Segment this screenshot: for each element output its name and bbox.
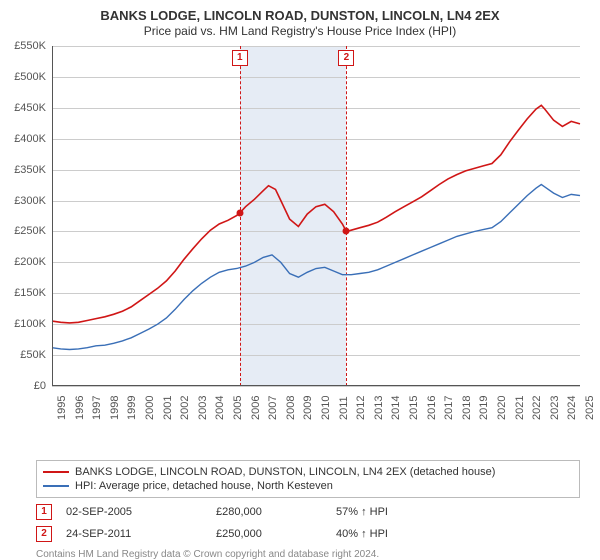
x-tick-label: 2001 [162, 396, 174, 420]
x-tick-label: 2022 [531, 396, 543, 420]
attribution-line1: Contains HM Land Registry data © Crown c… [36, 548, 580, 560]
series-line-hpi [52, 185, 580, 350]
x-tick-label: 2024 [566, 396, 578, 420]
attribution: Contains HM Land Registry data © Crown c… [36, 548, 580, 560]
y-tick-label: £300K [14, 195, 46, 207]
y-tick-label: £500K [14, 71, 46, 83]
x-tick-label: 2020 [496, 396, 508, 420]
legend: BANKS LODGE, LINCOLN ROAD, DUNSTON, LINC… [36, 460, 580, 498]
x-tick-label: 1997 [91, 396, 103, 420]
bottom-block: BANKS LODGE, LINCOLN ROAD, DUNSTON, LINC… [36, 460, 580, 560]
y-tick-label: £250K [14, 225, 46, 237]
x-tick-label: 2000 [144, 396, 156, 420]
x-tick-label: 1996 [74, 396, 86, 420]
x-tick-label: 2023 [549, 396, 561, 420]
x-tick-label: 1995 [56, 396, 68, 420]
x-tick-label: 1999 [126, 396, 138, 420]
plot-area: 12 [52, 46, 580, 386]
line-layer [52, 46, 580, 386]
x-tick-label: 2015 [408, 396, 420, 420]
legend-label: HPI: Average price, detached house, Nort… [75, 480, 333, 492]
y-tick-label: £100K [14, 318, 46, 330]
transaction-price: £280,000 [216, 506, 336, 518]
x-tick-label: 2006 [250, 396, 262, 420]
y-tick-label: £350K [14, 164, 46, 176]
transaction-marker: 2 [36, 526, 52, 542]
x-tick-label: 2025 [584, 396, 596, 420]
y-tick-label: £200K [14, 256, 46, 268]
y-tick-label: £50K [20, 349, 46, 361]
x-tick-label: 2003 [197, 396, 209, 420]
legend-row: BANKS LODGE, LINCOLN ROAD, DUNSTON, LINC… [43, 465, 573, 479]
y-axis-labels: £0£50K£100K£150K£200K£250K£300K£350K£400… [0, 46, 50, 386]
page-title: BANKS LODGE, LINCOLN ROAD, DUNSTON, LINC… [0, 8, 600, 24]
transaction-hpi: 40% ↑ HPI [336, 528, 388, 540]
transaction-hpi: 57% ↑ HPI [336, 506, 388, 518]
transaction-price: £250,000 [216, 528, 336, 540]
transaction-date: 02-SEP-2005 [66, 506, 216, 518]
x-tick-label: 2019 [478, 396, 490, 420]
legend-label: BANKS LODGE, LINCOLN ROAD, DUNSTON, LINC… [75, 466, 495, 478]
title-block: BANKS LODGE, LINCOLN ROAD, DUNSTON, LINC… [0, 0, 600, 39]
x-tick-label: 2008 [285, 396, 297, 420]
gridline [52, 386, 580, 387]
chart: £0 £50K £100K £150K £200K £250K £300K £350K £400… [0, 46, 600, 426]
y-tick-label: £550K [14, 40, 46, 52]
legend-swatch [43, 471, 69, 473]
x-tick-label: 2004 [214, 396, 226, 420]
y-tick-label: £450K [14, 102, 46, 114]
x-tick-label: 2014 [390, 396, 402, 420]
x-tick-label: 2002 [179, 396, 191, 420]
x-tick-label: 2012 [355, 396, 367, 420]
x-tick-label: 2021 [514, 396, 526, 420]
x-tick-label: 2016 [426, 396, 438, 420]
x-tick-label: 2010 [320, 396, 332, 420]
legend-swatch [43, 485, 69, 487]
x-tick-label: 1998 [109, 396, 121, 420]
y-tick-label: £150K [14, 287, 46, 299]
series-line-property [52, 105, 580, 323]
y-tick-label: £400K [14, 133, 46, 145]
transaction-row: 2 24-SEP-2011£250,00040% ↑ HPI [36, 526, 580, 542]
transaction-row: 1 02-SEP-2005£280,00057% ↑ HPI [36, 504, 580, 520]
x-axis-labels: 1995 1996 1997 1998 1999 2000 2001 2002 2003 2004… [52, 390, 580, 426]
transactions: 1 02-SEP-2005£280,00057% ↑ HPI 2 24-SEP-201… [36, 504, 580, 542]
x-tick-label: 2018 [461, 396, 473, 420]
page-subtitle: Price paid vs. HM Land Registry's House … [0, 24, 600, 39]
y-tick-label: £0 [34, 380, 46, 392]
root: { "title": "BANKS LODGE, LINCOLN ROAD, D… [0, 0, 600, 560]
x-tick-label: 2009 [302, 396, 314, 420]
x-tick-label: 2013 [373, 396, 385, 420]
x-tick-label: 2005 [232, 396, 244, 420]
legend-row: HPI: Average price, detached house, Nort… [43, 479, 573, 493]
transaction-date: 24-SEP-2011 [66, 528, 216, 540]
x-tick-label: 2017 [443, 396, 455, 420]
x-tick-label: 2007 [267, 396, 279, 420]
transaction-marker: 1 [36, 504, 52, 520]
x-tick-label: 2011 [338, 396, 350, 420]
